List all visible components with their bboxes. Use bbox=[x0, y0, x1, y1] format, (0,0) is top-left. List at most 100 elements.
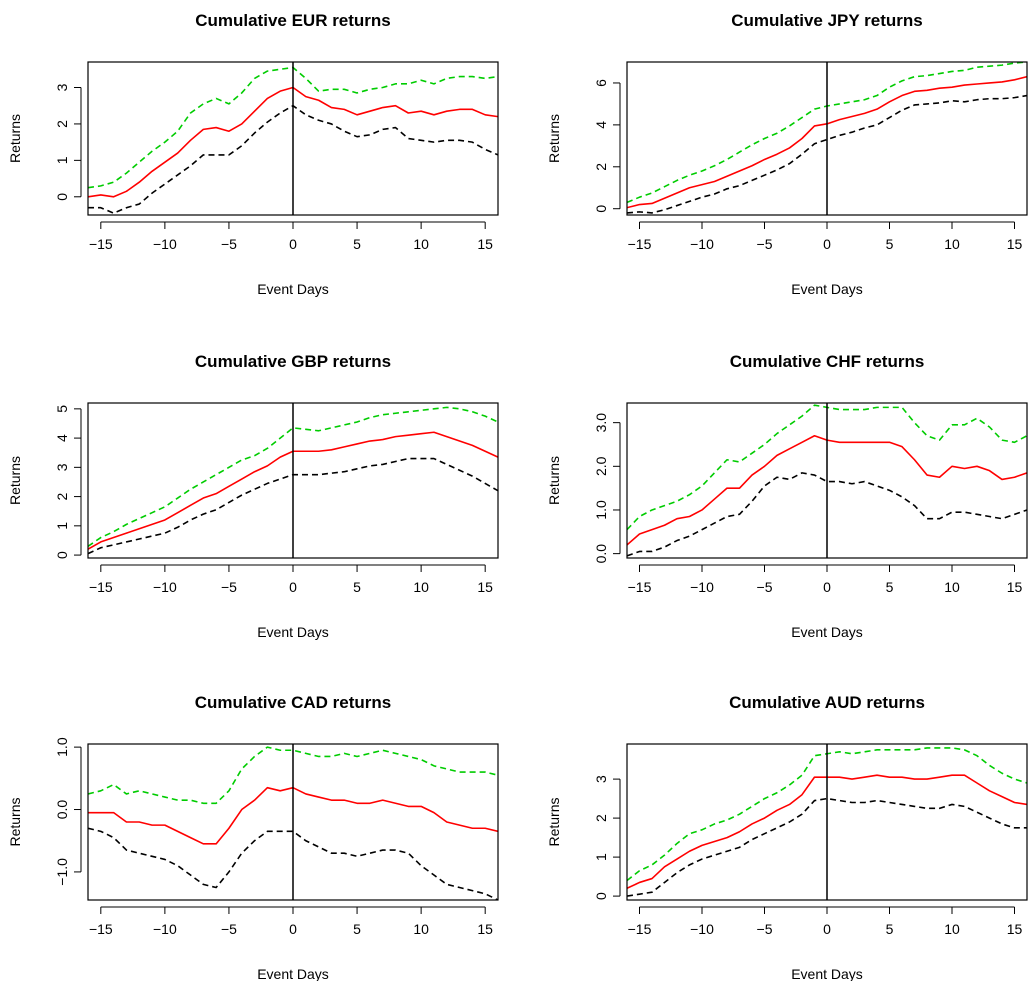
x-tick-label: −15 bbox=[89, 579, 113, 595]
x-tick-label: −15 bbox=[628, 921, 652, 937]
y-tick-label: 0 bbox=[54, 193, 70, 201]
y-axis-label: Returns bbox=[7, 114, 23, 163]
y-tick-label: 1 bbox=[593, 853, 609, 861]
x-tick-label: 15 bbox=[477, 579, 493, 595]
x-tick-label: 0 bbox=[289, 579, 297, 595]
y-tick-label: 3 bbox=[54, 463, 70, 471]
y-tick-label: 0 bbox=[54, 551, 70, 559]
y-axis-label: Returns bbox=[546, 797, 562, 846]
y-tick-label: 0.0 bbox=[593, 544, 609, 564]
x-tick-label: 15 bbox=[1007, 236, 1023, 252]
x-tick-label: 0 bbox=[823, 236, 831, 252]
x-tick-label: 0 bbox=[289, 921, 297, 937]
series-line-3 bbox=[627, 472, 1027, 557]
chart-title: Cumulative CAD returns bbox=[195, 693, 391, 712]
y-tick-label: 2 bbox=[54, 120, 70, 128]
y-tick-label: 1.0 bbox=[593, 500, 609, 520]
x-tick-label: 10 bbox=[944, 921, 960, 937]
plot-frame bbox=[87, 743, 499, 901]
series-line-1 bbox=[88, 746, 498, 805]
x-tick-label: −10 bbox=[690, 921, 714, 937]
y-axis-label: Returns bbox=[546, 114, 562, 163]
x-tick-label: 5 bbox=[886, 236, 894, 252]
y-tick-label: 5 bbox=[54, 405, 70, 413]
y-tick-label: 1 bbox=[54, 522, 70, 530]
y-tick-label: 2 bbox=[54, 492, 70, 500]
y-axis-label: Returns bbox=[7, 456, 23, 505]
x-tick-label: 0 bbox=[823, 579, 831, 595]
x-axis-label: Event Days bbox=[257, 281, 329, 297]
x-axis-label: Event Days bbox=[257, 624, 329, 640]
x-axis-label: Event Days bbox=[791, 624, 863, 640]
x-tick-label: 5 bbox=[353, 579, 361, 595]
y-tick-label: 2 bbox=[593, 814, 609, 822]
x-tick-label: 0 bbox=[823, 921, 831, 937]
x-tick-label: −5 bbox=[757, 579, 773, 595]
x-tick-label: 15 bbox=[477, 236, 493, 252]
plot-frame bbox=[87, 402, 499, 559]
x-tick-label: −15 bbox=[89, 921, 113, 937]
x-tick-label: 10 bbox=[944, 236, 960, 252]
y-tick-label: 2 bbox=[593, 163, 609, 171]
y-tick-label: 0.0 bbox=[54, 800, 70, 820]
x-tick-label: −15 bbox=[628, 579, 652, 595]
x-tick-label: 10 bbox=[413, 236, 429, 252]
x-tick-label: 15 bbox=[1007, 579, 1023, 595]
panel-4: Cumulative CHF returns −15 −10 −5 0 5 10 15 0.0 1… bbox=[546, 352, 1028, 640]
plot-frame bbox=[626, 743, 1028, 901]
x-tick-label: −10 bbox=[690, 579, 714, 595]
plot-frame bbox=[626, 402, 1028, 559]
chart-title: Cumulative EUR returns bbox=[195, 11, 391, 30]
x-tick-label: 5 bbox=[886, 921, 894, 937]
panel-3: Cumulative GBP returns −15 −10 −5 0 5 10 15 0 1 2 3… bbox=[7, 352, 499, 640]
y-axis-label: Returns bbox=[7, 797, 23, 846]
panel-1: Cumulative EUR returns −15 −10 −5 0 5 10 15 0 1 2 3… bbox=[7, 11, 499, 297]
y-tick-label: 4 bbox=[54, 434, 70, 442]
x-tick-label: −5 bbox=[757, 921, 773, 937]
chart-title: Cumulative GBP returns bbox=[195, 352, 391, 371]
y-tick-label: 0 bbox=[593, 205, 609, 213]
chart-title: Cumulative CHF returns bbox=[730, 352, 925, 371]
series-line-3 bbox=[627, 797, 1027, 897]
y-axis-label: Returns bbox=[546, 456, 562, 505]
chart-title: Cumulative JPY returns bbox=[731, 11, 922, 30]
x-tick-label: −10 bbox=[153, 236, 177, 252]
panel-6: Cumulative AUD returns −15 −10 −5 0 5 10 15 0 1 2 3… bbox=[546, 693, 1028, 981]
panel-5: Cumulative CAD returns −15 −10 −5 0 5 10 15 −1.0… bbox=[7, 693, 499, 981]
x-tick-label: 15 bbox=[1007, 921, 1023, 937]
x-axis-label: Event Days bbox=[257, 966, 329, 981]
y-tick-label: 1.0 bbox=[54, 737, 70, 757]
chart-title: Cumulative AUD returns bbox=[729, 693, 925, 712]
x-tick-label: 5 bbox=[353, 236, 361, 252]
y-tick-label: 0 bbox=[593, 892, 609, 900]
y-tick-label: 6 bbox=[593, 79, 609, 87]
x-tick-label: 15 bbox=[477, 921, 493, 937]
plot-frame bbox=[626, 61, 1028, 216]
y-tick-label: 3 bbox=[54, 83, 70, 91]
y-tick-label: 3.0 bbox=[593, 413, 609, 433]
x-tick-label: −15 bbox=[89, 236, 113, 252]
x-tick-label: 10 bbox=[944, 579, 960, 595]
x-tick-label: −15 bbox=[628, 236, 652, 252]
panel-2: Cumulative JPY returns −15 −10 −5 0 5 10 15 0 2 4 6… bbox=[546, 11, 1028, 297]
y-tick-label: −1.0 bbox=[54, 858, 70, 886]
x-tick-label: −10 bbox=[690, 236, 714, 252]
x-axis-label: Event Days bbox=[791, 281, 863, 297]
x-tick-label: −5 bbox=[221, 236, 237, 252]
y-tick-label: 1 bbox=[54, 156, 70, 164]
y-tick-label: 4 bbox=[593, 121, 609, 129]
y-tick-label: 2.0 bbox=[593, 456, 609, 476]
x-tick-label: 10 bbox=[413, 579, 429, 595]
x-tick-label: 0 bbox=[289, 236, 297, 252]
x-tick-label: −10 bbox=[153, 579, 177, 595]
x-axis-label: Event Days bbox=[791, 966, 863, 981]
plot-frame bbox=[87, 61, 499, 216]
x-tick-label: −5 bbox=[221, 579, 237, 595]
x-tick-label: 5 bbox=[353, 921, 361, 937]
x-tick-label: 10 bbox=[413, 921, 429, 937]
x-tick-label: −5 bbox=[221, 921, 237, 937]
x-tick-label: −10 bbox=[153, 921, 177, 937]
x-tick-label: −5 bbox=[757, 236, 773, 252]
x-tick-label: 5 bbox=[886, 579, 894, 595]
